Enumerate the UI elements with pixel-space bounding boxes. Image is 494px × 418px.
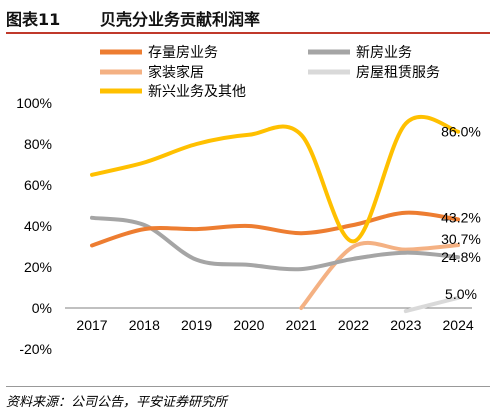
x-tick-label: 2018 xyxy=(129,317,160,333)
series-lines xyxy=(90,114,461,314)
y-tick-label: 40% xyxy=(24,218,52,234)
x-tick-label: 2023 xyxy=(390,317,421,333)
end-data-label: 5.0% xyxy=(445,286,477,302)
y-tick-label: -20% xyxy=(19,341,52,357)
x-tick-label: 2021 xyxy=(286,317,317,333)
series-line-4 xyxy=(90,114,461,244)
legend-label: 家装家居 xyxy=(148,64,204,81)
y-tick-label: 20% xyxy=(24,259,52,275)
legend-label: 新房业务 xyxy=(356,45,412,61)
source-note: 资料来源：公司公告，平安证券研究所 xyxy=(6,386,490,410)
y-tick-label: 60% xyxy=(24,177,52,193)
figure-number: 图表11 xyxy=(6,10,61,29)
x-tick-label: 2020 xyxy=(233,317,264,333)
legend-label: 存量房业务 xyxy=(148,45,218,61)
figure-header: 图表11 贝壳分业务贡献利润率 xyxy=(6,4,490,34)
series-line-0 xyxy=(90,210,461,248)
end-data-label: 24.8% xyxy=(441,249,481,265)
figure-title: 贝壳分业务贡献利润率 xyxy=(100,10,261,29)
legend-label: 新兴业务及其他 xyxy=(148,84,246,100)
end-data-label: 30.7% xyxy=(441,231,481,247)
x-tick-label: 2017 xyxy=(76,317,107,333)
y-tick-label: 100% xyxy=(16,95,52,111)
end-data-label: 86.0% xyxy=(441,124,481,140)
axes: 100% 80% 60% 40% 20% 0% -20% 2017 2018 2019 2020 20… xyxy=(16,95,474,357)
legend-label: 房屋租赁服务 xyxy=(356,65,440,81)
end-data-label: 43.2% xyxy=(441,209,481,225)
series-line-1 xyxy=(90,215,461,272)
y-tick-label: 80% xyxy=(24,136,52,152)
x-tick-label: 2024 xyxy=(443,317,474,333)
y-tick-label: 0% xyxy=(32,300,52,316)
data-labels: 43.2% 24.8% 30.7% 5.0% 86.0% xyxy=(441,124,481,302)
x-tick-label: 2022 xyxy=(338,317,369,333)
series-line-2 xyxy=(299,240,461,310)
x-tick-label: 2019 xyxy=(181,317,212,333)
series-line-3 xyxy=(403,295,461,314)
